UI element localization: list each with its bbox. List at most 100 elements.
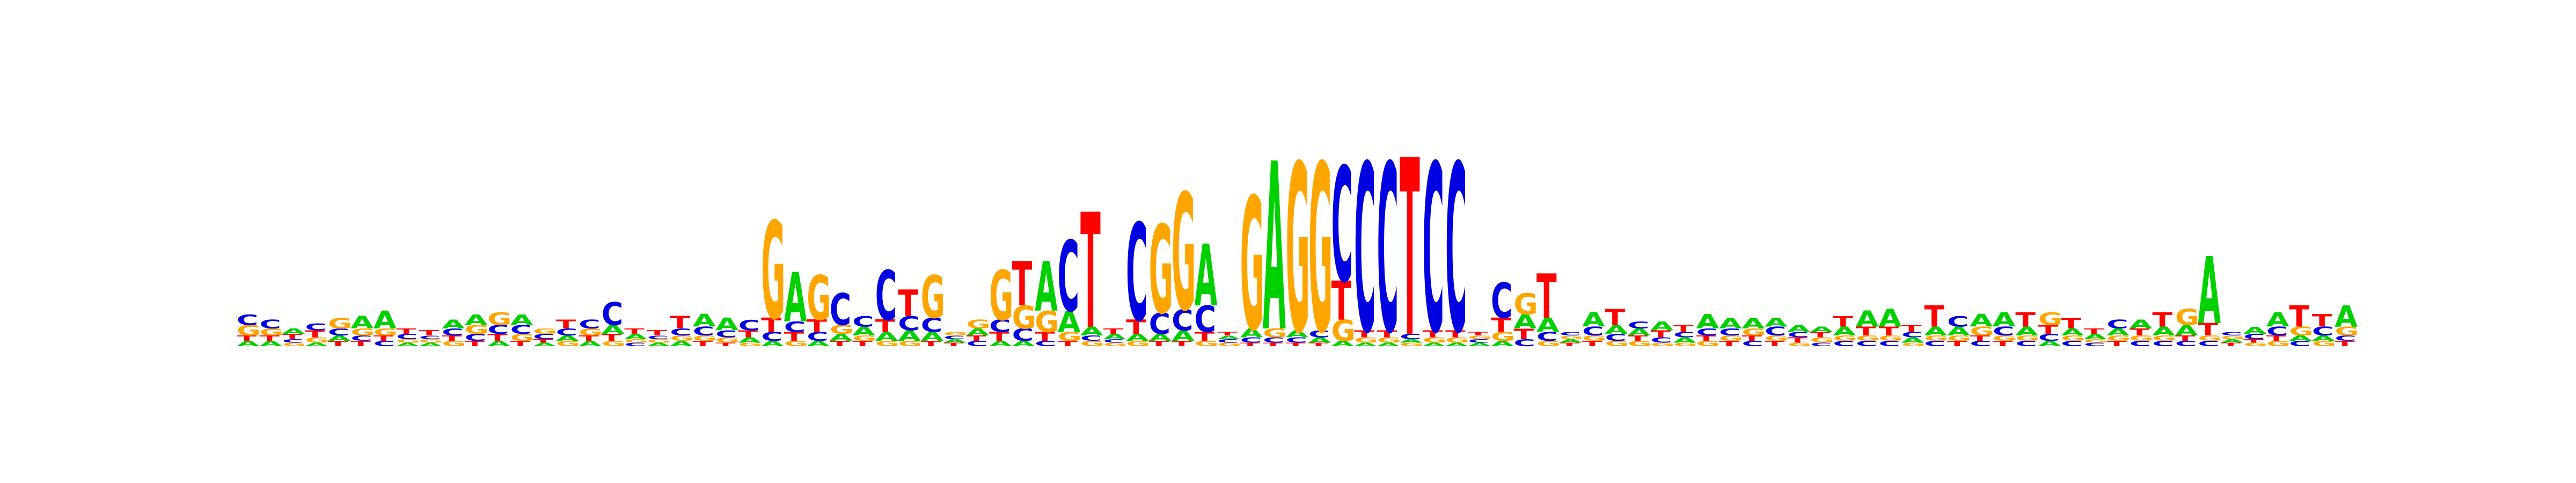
logo-letter-T-pos-65: T: [1696, 334, 1717, 343]
logo-letter-C-pos-39: C: [1103, 338, 1125, 344]
logo-letter-C-pos-14: C: [533, 333, 554, 341]
logo-letter-A-pos-44: A: [1217, 335, 1240, 341]
logo-letter-G-pos-75: G: [1924, 334, 1948, 343]
logo-letter-G-pos-90: G: [2266, 340, 2290, 348]
logo-letter-A-pos-52: A: [1400, 338, 1423, 344]
logo-letter-C-pos-66: C: [1719, 326, 1740, 338]
logo-letter-G-pos-49: G: [1331, 314, 1356, 348]
logo-letter-C-pos-33: C: [967, 340, 988, 348]
logo-letter-T-pos-72: T: [1856, 324, 1876, 338]
logo-letter-A-pos-82: A: [2084, 333, 2107, 341]
logo-letter-G-pos-67: G: [1742, 326, 1766, 338]
logo-letter-A-pos-4: A: [305, 342, 328, 348]
logo-letter-C-pos-54: C: [1445, 117, 1467, 385]
logo-letter-T-pos-22: T: [715, 342, 736, 348]
logo-letter-G-pos-6: G: [350, 326, 375, 338]
logo-letter-T-pos-34: T: [989, 330, 1009, 343]
logo-letter-G-pos-22: G: [715, 336, 740, 345]
logo-letter-C-pos-92: C: [2312, 324, 2333, 338]
logo-letter-C-pos-31: C: [921, 314, 942, 336]
logo-letter-G-pos-43: G: [1195, 340, 1219, 348]
logo-letter-G-pos-5: G: [328, 316, 352, 332]
logo-letter-T-pos-40: T: [1126, 316, 1146, 339]
logo-letter-G-pos-80: G: [2038, 309, 2062, 329]
logo-letter-G-pos-31: G: [921, 265, 945, 332]
logo-letter-G-pos-83: G: [2106, 334, 2131, 343]
logo-letter-C-pos-12: C: [487, 323, 509, 336]
logo-letter-C-pos-35: C: [1012, 325, 1034, 345]
logo-letter-T-pos-92: T: [2312, 311, 2332, 331]
logo-letter-C-pos-23: C: [738, 317, 760, 334]
logo-letter-G-pos-1: G: [237, 323, 261, 339]
logo-letter-T-pos-32: T: [943, 342, 964, 348]
logo-letter-A-pos-19: A: [647, 342, 670, 348]
logo-letter-A-pos-2: A: [259, 340, 282, 348]
logo-letter-T-pos-41: T: [1149, 340, 1169, 348]
logo-letter-T-pos-57: T: [1514, 326, 1534, 342]
logo-letter-T-pos-60: T: [1582, 340, 1602, 348]
logo-letter-G-pos-50: G: [1354, 336, 1378, 345]
logo-letter-G-pos-56: G: [1491, 330, 1515, 343]
logo-letter-C-pos-13: C: [510, 323, 532, 336]
logo-letter-T-pos-67: T: [1742, 334, 1762, 343]
logo-letter-C-pos-50: C: [1354, 117, 1375, 385]
logo-letter-G-pos-78: G: [1993, 334, 2017, 343]
logo-letter-G-pos-33: G: [967, 317, 991, 331]
logo-letter-G-pos-89: G: [2243, 342, 2267, 348]
logo-letter-C-pos-80: C: [2038, 332, 2060, 343]
logo-letter-G-pos-15: G: [556, 340, 580, 348]
logo-letter-T-pos-36: T: [1035, 330, 1055, 343]
logo-letter-A-pos-61: A: [1605, 323, 1628, 336]
logo-letter-T-pos-25: T: [784, 330, 804, 343]
logo-letter-T-pos-1: T: [237, 334, 257, 343]
logo-letter-C-pos-4: C: [305, 321, 326, 333]
logo-letter-T-pos-85: T: [2152, 309, 2172, 331]
logo-letter-C-pos-10: C: [442, 326, 463, 338]
logo-letter-T-pos-52: T: [1400, 108, 1420, 391]
logo-letter-C-pos-61: C: [1605, 332, 1627, 343]
logo-letter-G-pos-7: G: [374, 326, 398, 338]
logo-letter-C-pos-18: C: [624, 342, 646, 348]
logo-letter-C-pos-51: C: [1377, 117, 1399, 385]
logo-letter-G-pos-63: G: [1651, 342, 1675, 348]
logo-letter-G-pos-24: G: [761, 195, 785, 350]
logo-letter-T-pos-14: T: [533, 338, 553, 344]
logo-letter-T-pos-24: T: [761, 314, 781, 336]
logo-letter-T-pos-16: T: [579, 334, 599, 343]
logo-letter-G-pos-42: G: [1172, 160, 1196, 347]
logo-letter-T-pos-35: T: [1012, 249, 1033, 320]
logo-letter-A-pos-90: A: [2266, 309, 2289, 331]
logo-letter-T-pos-38: T: [1080, 180, 1101, 364]
logo-letter-G-pos-44: G: [1217, 342, 1241, 348]
logo-letter-C-pos-75: C: [1924, 340, 1945, 348]
logo-letter-C-pos-17: C: [602, 296, 623, 333]
logo-letter-T-pos-51: T: [1377, 328, 1397, 340]
logo-letter-G-pos-36: G: [1035, 305, 1059, 339]
logo-letter-G-pos-45: G: [1240, 160, 1264, 372]
logo-letter-G-pos-35: G: [1012, 299, 1036, 336]
logo-letter-A-pos-62: A: [1628, 326, 1651, 338]
logo-letter-A-pos-29: A: [875, 330, 898, 343]
logo-letter-C-pos-2: C: [259, 317, 281, 331]
logo-letter-T-pos-30: T: [898, 282, 918, 325]
logo-letter-A-pos-21: A: [693, 311, 716, 331]
logo-letter-C-pos-45: C: [1240, 336, 1262, 345]
logo-letter-C-pos-88: C: [2221, 331, 2242, 337]
logo-letter-G-pos-2: G: [259, 326, 283, 338]
logo-letter-A-pos-36: A: [1035, 248, 1058, 327]
logo-letter-G-pos-27: G: [830, 323, 854, 336]
logo-letter-G-pos-9: G: [419, 338, 443, 344]
logo-letter-C-pos-59: C: [1560, 331, 1581, 337]
logo-letter-T-pos-70: T: [1810, 331, 1831, 339]
logo-letter-C-pos-76: C: [1947, 313, 1968, 330]
logo-letter-A-pos-93: A: [2334, 299, 2358, 333]
logo-letter-A-pos-26: A: [807, 340, 830, 348]
logo-letter-A-pos-41: A: [1149, 332, 1172, 343]
logo-letter-T-pos-9: T: [419, 329, 440, 338]
logo-stacks: ATGCATGCGCTAAGTCTACGTCGACTGAAGCTAGCTGTCA…: [237, 108, 2359, 391]
logo-letter-G-pos-19: G: [647, 338, 671, 344]
logo-letter-T-pos-80: T: [2038, 323, 2059, 336]
logo-letter-G-pos-81: G: [2061, 334, 2085, 343]
logo-letter-G-pos-68: G: [1765, 334, 1789, 343]
logo-letter-T-pos-89: T: [2243, 338, 2264, 344]
